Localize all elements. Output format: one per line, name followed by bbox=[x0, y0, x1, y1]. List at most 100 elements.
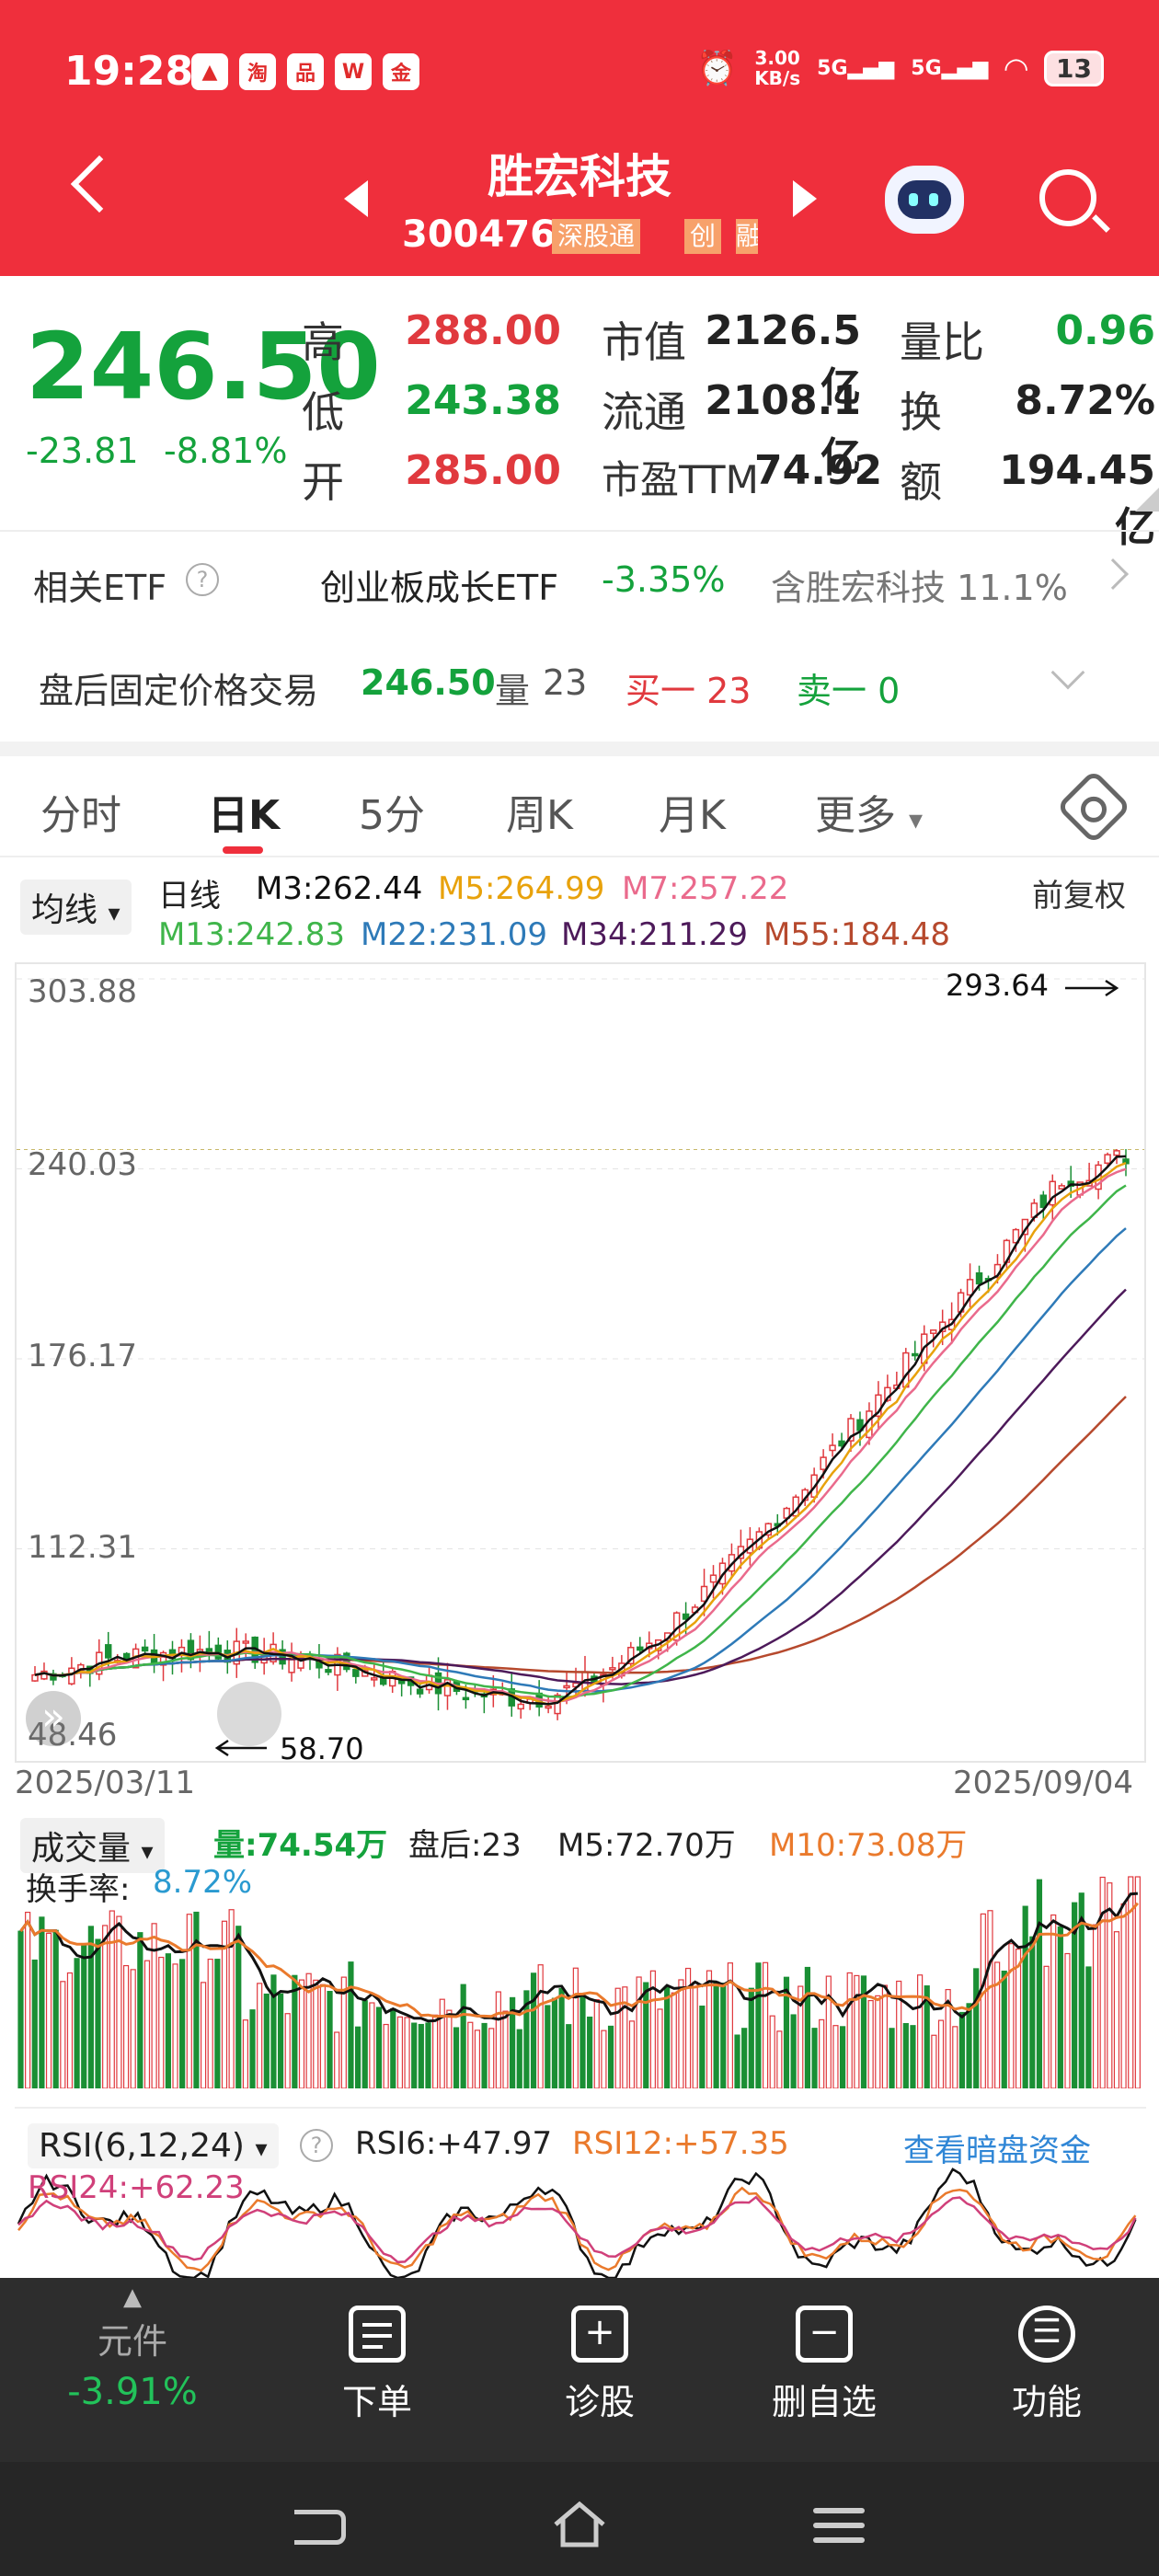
float-label: 流通 bbox=[602, 387, 686, 437]
active-tab-indicator bbox=[223, 846, 263, 854]
divider bbox=[0, 742, 1159, 756]
start-date: 2025/03/11 bbox=[15, 1765, 195, 1801]
turnover-rate-label: 换手率: bbox=[26, 1871, 131, 1908]
net-speed: 3.00 KB/s bbox=[754, 47, 801, 89]
diagnose-button[interactable]: + 诊股 bbox=[508, 2306, 692, 2424]
chart-tabs: 分时 日K 5分 周K 月K 更多 ▾ bbox=[0, 756, 1159, 857]
after-hours-row[interactable]: 盘后固定价格交易 246.50 量 23 买一 23 卖一 0 bbox=[0, 635, 1159, 736]
after-hours-volume: 盘后:23 bbox=[408, 1827, 522, 1864]
tab-weekly-k[interactable]: 周K bbox=[506, 792, 573, 839]
vol-m10: M10:73.08万 bbox=[769, 1827, 968, 1864]
ai-assistant-icon[interactable] bbox=[885, 166, 964, 234]
etf-pct: -3.35% bbox=[602, 559, 726, 600]
volume-value: 量:74.54万 bbox=[213, 1827, 388, 1864]
tab-daily-k[interactable]: 日K bbox=[208, 792, 281, 839]
pe-label: 市盈TTM bbox=[602, 457, 759, 502]
menu-icon: ☰ bbox=[1018, 2306, 1075, 2363]
y-axis-label: 112.31 bbox=[28, 1529, 137, 1566]
end-date: 2025/09/04 bbox=[953, 1765, 1133, 1801]
pe-value: 74.92 bbox=[754, 447, 883, 494]
ma7-legend: M7:257.22 bbox=[622, 870, 789, 907]
finance-app-icon: 金 bbox=[383, 53, 419, 90]
period-label: 日线 bbox=[158, 878, 221, 914]
diagnose-icon: + bbox=[571, 2306, 628, 2363]
status-app-icons: ▲ 淘 品 W 金 bbox=[191, 53, 419, 90]
etf-label: 相关ETF bbox=[33, 568, 167, 608]
volume-svg bbox=[17, 1876, 1141, 2089]
weibo-icon: W bbox=[335, 53, 372, 90]
kline-chart[interactable]: 303.88 240.03 176.17 112.31 48.46 293.64… bbox=[15, 962, 1146, 1766]
rsi-dropdown[interactable]: RSI(6,12,24) ▾ bbox=[28, 2123, 279, 2168]
related-etf-row[interactable]: 相关ETF ? 创业板成长ETF -3.35% 含胜宏科技 11.1% bbox=[0, 530, 1159, 626]
after-hours-buy: 买一 23 bbox=[625, 671, 752, 711]
sector-index[interactable]: ▲ 元件 -3.91% bbox=[40, 2283, 224, 2413]
tag-chinext: 创 bbox=[684, 219, 722, 254]
rsi12-value: RSI12:+57.35 bbox=[572, 2125, 789, 2162]
etf-name: 创业板成长ETF bbox=[320, 568, 559, 608]
app-notification-icon: ▲ bbox=[191, 53, 228, 90]
pinduoduo-icon: 品 bbox=[287, 53, 324, 90]
dropdown-icon: ▾ bbox=[909, 804, 924, 836]
ma5-legend: M5:264.99 bbox=[438, 870, 605, 907]
tab-monthly-k[interactable]: 月K bbox=[659, 792, 726, 839]
rsi-chart[interactable]: RSI(6,12,24) ▾ ? RSI6:+47.97 RSI12:+57.3… bbox=[15, 2107, 1146, 2280]
status-indicators: ⏰ 3.00 KB/s 5G▂▄▆ 5G▂▄▆ ◠ 13 bbox=[696, 48, 1104, 88]
status-time: 19:28 bbox=[64, 48, 194, 95]
expand-panel-icon[interactable]: » bbox=[26, 1691, 81, 1746]
price-change-pct: -8.81% bbox=[164, 431, 288, 471]
high-price-marker: 293.64 bbox=[946, 968, 1049, 1003]
alarm-icon: ⏰ bbox=[696, 50, 739, 87]
amount-value: 194.45亿 bbox=[999, 447, 1155, 551]
bottom-toolbar: ▲ 元件 -3.91% 下单 + 诊股 − 删自选 ☰ 功能 bbox=[0, 2278, 1159, 2576]
rsi-svg bbox=[17, 2168, 1137, 2280]
prev-stock-icon[interactable] bbox=[344, 180, 368, 217]
volume-dropdown[interactable]: 成交量 ▾ bbox=[20, 1818, 165, 1873]
kline-svg bbox=[17, 978, 1144, 1757]
ma-dropdown[interactable]: 均线 ▾ bbox=[20, 880, 132, 935]
volume-chart[interactable] bbox=[15, 1840, 1146, 2089]
dropdown-icon: ▾ bbox=[141, 1838, 154, 1866]
ma22-legend: M22:231.09 bbox=[361, 916, 548, 953]
ma55-legend: M55:184.48 bbox=[763, 916, 951, 953]
turnover-value: 8.72% bbox=[1015, 377, 1155, 424]
after-hours-sell: 卖一 0 bbox=[797, 671, 901, 711]
ma3-legend: M3:262.44 bbox=[256, 870, 423, 907]
zoom-reset-icon[interactable] bbox=[217, 1682, 281, 1746]
battery-icon: 13 bbox=[1044, 50, 1104, 86]
after-hours-price: 246.50 bbox=[361, 662, 496, 703]
low-label: 低 bbox=[302, 387, 344, 437]
function-button[interactable]: ☰ 功能 bbox=[955, 2306, 1139, 2424]
remove-icon: − bbox=[796, 2306, 853, 2363]
system-nav-bar bbox=[0, 2462, 1159, 2576]
dark-pool-link[interactable]: 查看暗盘资金 bbox=[903, 2133, 1091, 2169]
taobao-icon: 淘 bbox=[239, 53, 276, 90]
expand-corner-icon[interactable] bbox=[1135, 488, 1159, 512]
after-hours-vol-label: 量 bbox=[495, 671, 531, 711]
open-label: 开 bbox=[302, 457, 344, 507]
after-hours-vol: 23 bbox=[543, 662, 588, 703]
tab-intraday[interactable]: 分时 bbox=[40, 792, 121, 839]
volume-ratio-label: 量比 bbox=[900, 317, 984, 367]
nav-recents-icon[interactable] bbox=[813, 2508, 865, 2552]
order-button[interactable]: 下单 bbox=[285, 2306, 469, 2424]
signal-1-icon: 5G▂▄▆ bbox=[817, 56, 895, 80]
search-icon[interactable] bbox=[1039, 169, 1096, 226]
tab-more[interactable]: 更多 ▾ bbox=[815, 792, 924, 839]
tab-5min[interactable]: 5分 bbox=[359, 792, 425, 839]
next-stock-icon[interactable] bbox=[793, 180, 817, 217]
remove-watchlist-button[interactable]: − 删自选 bbox=[732, 2306, 916, 2424]
order-icon bbox=[349, 2306, 406, 2363]
nav-back-icon[interactable] bbox=[294, 2510, 346, 2545]
up-arrow-icon: ▲ bbox=[123, 2283, 142, 2311]
help-icon[interactable]: ? bbox=[186, 563, 219, 596]
rsi6-value: RSI6:+47.97 bbox=[355, 2125, 553, 2162]
turnover-label: 换 bbox=[900, 387, 942, 437]
high-label: 高 bbox=[302, 317, 344, 367]
vol-m5: M5:72.70万 bbox=[557, 1827, 736, 1864]
nav-home-icon[interactable] bbox=[552, 2501, 607, 2548]
adjust-mode[interactable]: 前复权 bbox=[1032, 878, 1126, 914]
help-icon[interactable]: ? bbox=[300, 2129, 333, 2162]
wifi-icon: ◠ bbox=[1004, 51, 1028, 86]
low-price-marker: 58.70 bbox=[280, 1731, 364, 1766]
y-axis-label: 303.88 bbox=[28, 973, 137, 1010]
